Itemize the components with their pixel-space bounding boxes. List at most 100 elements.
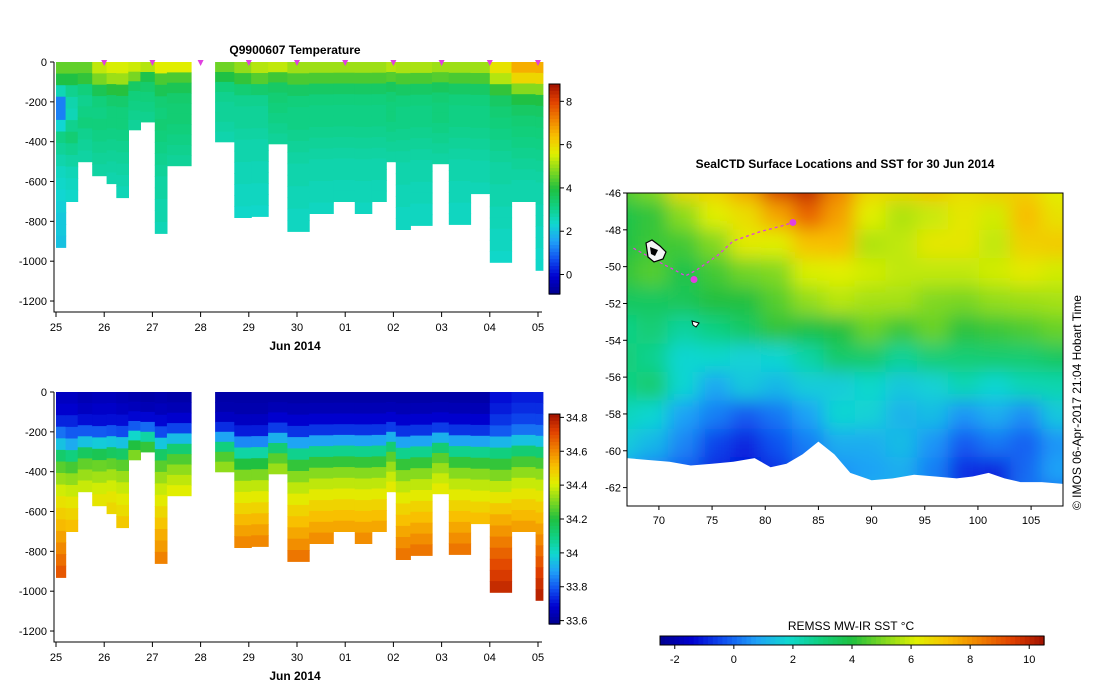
colorbar-tick-label: 6 <box>566 140 572 152</box>
section-cell <box>410 479 433 491</box>
section-cell <box>489 581 513 593</box>
sst-colorbar-step <box>967 636 973 645</box>
map-title: SealCTD Surface Locations and SST for 30… <box>696 157 995 171</box>
colorbar-step <box>549 185 560 190</box>
colorbar-step <box>549 161 560 166</box>
salinity-section-plot: 0 -200 -400 -600 -800 -1000 -1200 25 26 27 28 29 30 0… <box>19 387 588 683</box>
section-cell <box>128 120 141 131</box>
section-cell <box>535 237 544 249</box>
x-tick-label: 26 <box>98 322 110 334</box>
map-x-tick-label: 70 <box>653 515 665 527</box>
section-cell <box>470 83 491 96</box>
section-cell <box>287 550 310 562</box>
section-cell <box>535 589 544 601</box>
section-cell <box>371 126 387 138</box>
colorbar-tick-label: 34 <box>566 548 578 560</box>
section-cell <box>309 159 334 171</box>
salinity-xlabel: Jun 2014 <box>269 669 321 683</box>
section-cell <box>92 482 108 495</box>
section-cell <box>489 436 513 449</box>
section-cell <box>56 449 67 463</box>
colorbar-step <box>549 606 560 611</box>
section-cell <box>234 84 252 96</box>
section-cell <box>489 403 513 415</box>
colorbar-step <box>549 87 560 92</box>
colorbar-step <box>549 182 560 187</box>
colorbar-step <box>549 259 560 264</box>
section-cell <box>92 107 108 120</box>
section-cell <box>371 456 387 468</box>
section-cell <box>166 134 192 146</box>
section-cell <box>65 519 79 532</box>
section-cell <box>448 159 472 171</box>
colorbar-tick-label: 33.8 <box>566 582 587 594</box>
section-cell <box>410 424 433 437</box>
sst-colorbar-step <box>928 636 935 645</box>
profile-marker <box>438 60 445 66</box>
section-cell <box>251 172 269 184</box>
section-cell <box>489 458 513 471</box>
sst-colorbar-step <box>746 636 752 645</box>
section-cell <box>410 116 433 128</box>
section-cell <box>77 403 93 415</box>
sst-colorbar-step <box>751 636 757 645</box>
section-cell <box>116 493 129 506</box>
section-cell <box>371 180 387 192</box>
section-cell <box>371 445 387 457</box>
section-cell <box>489 503 513 515</box>
section-cell <box>333 413 356 425</box>
colorbar-step <box>549 536 560 541</box>
section-cell <box>251 447 269 459</box>
section-cell <box>470 116 491 129</box>
section-cell <box>511 190 537 202</box>
section-cell <box>511 147 537 160</box>
section-cell <box>354 446 373 458</box>
section-cell <box>128 100 141 111</box>
colorbar-step <box>549 508 560 513</box>
section-cell <box>386 392 397 403</box>
section-cell <box>386 111 397 123</box>
section-cell <box>489 106 513 119</box>
section-cell <box>432 422 450 434</box>
section-cell <box>333 147 356 160</box>
section-cell <box>116 186 129 199</box>
section-cell <box>354 392 373 404</box>
section-cell <box>65 461 79 474</box>
colorbar-tick-label: 33.6 <box>566 616 587 628</box>
colorbar-step <box>549 119 560 124</box>
section-cell <box>56 403 67 416</box>
section-cell <box>234 117 252 130</box>
colorbar-step <box>549 571 560 576</box>
section-cell <box>56 392 67 405</box>
section-cell <box>410 402 433 415</box>
section-cell <box>309 72 334 85</box>
section-cell <box>354 170 373 182</box>
section-cell <box>371 190 387 202</box>
section-cell <box>92 460 108 473</box>
x-tick-label: 27 <box>146 652 158 664</box>
section-cell <box>234 491 252 504</box>
x-tick-label: 02 <box>387 652 399 664</box>
section-cell <box>106 502 117 515</box>
section-cell <box>251 436 269 448</box>
section-cell <box>234 206 252 218</box>
colorbar-step <box>549 470 560 475</box>
section-cell <box>535 424 544 437</box>
colorbar-step <box>549 280 560 285</box>
section-cell <box>395 184 411 197</box>
section-cell <box>77 458 93 471</box>
section-cell <box>511 424 537 436</box>
section-cell <box>106 480 117 492</box>
section-cell <box>234 392 252 404</box>
section-cell <box>215 411 235 423</box>
section-cell <box>251 95 269 107</box>
section-cell <box>511 180 537 192</box>
x-tick-label: 30 <box>291 322 303 334</box>
sst-colorbar-step <box>693 636 700 645</box>
section-cell <box>470 457 491 470</box>
section-cell <box>535 105 544 118</box>
section-cell <box>251 535 269 547</box>
section-cell <box>354 413 373 425</box>
profile-marker <box>149 60 156 66</box>
section-cell <box>309 500 334 512</box>
